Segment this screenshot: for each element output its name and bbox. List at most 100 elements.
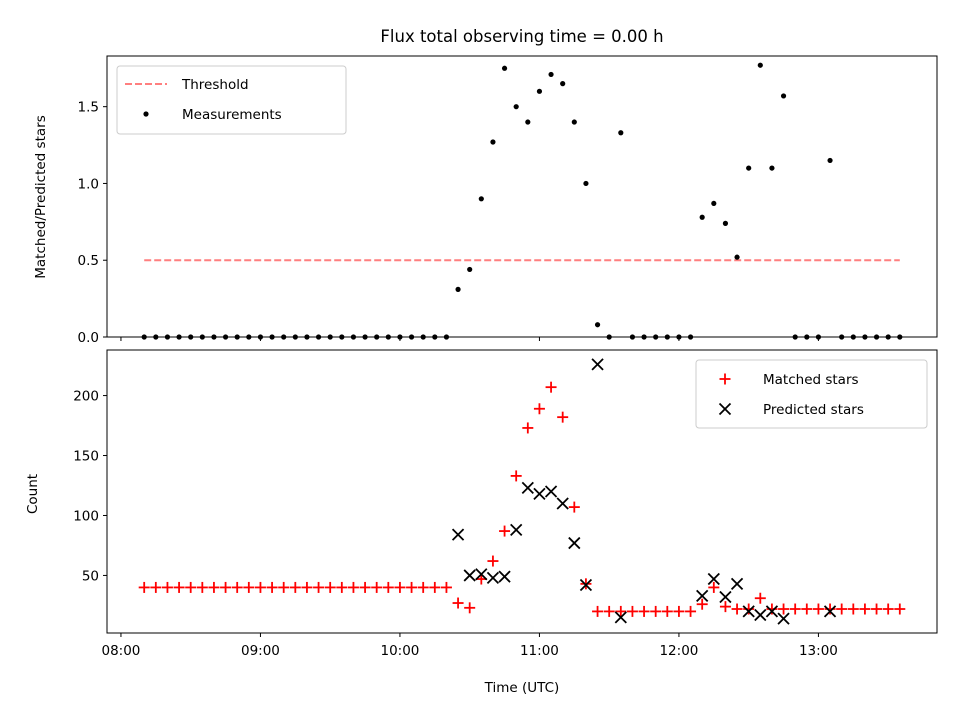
bottom-x-tick-label: 08:00 bbox=[101, 643, 140, 659]
matched-star-point bbox=[150, 581, 162, 593]
top-legend: Threshold Measurements bbox=[116, 65, 347, 135]
matched-star-point bbox=[650, 605, 662, 617]
predicted-star-point bbox=[730, 577, 744, 590]
matched-star-point bbox=[510, 470, 522, 482]
matched-star-point bbox=[394, 581, 406, 593]
matched-star-point bbox=[301, 581, 313, 593]
predicted-star-point bbox=[765, 605, 779, 618]
matched-star-point bbox=[487, 555, 499, 567]
measurement-point bbox=[501, 65, 508, 71]
predicted-star-point bbox=[707, 572, 720, 586]
predicted-star-point bbox=[579, 578, 593, 592]
matched-star-point bbox=[382, 581, 394, 593]
bottom-x-axis-label: Time (UTC) bbox=[484, 680, 560, 696]
predicted-star-point bbox=[521, 481, 534, 495]
matched-star-point bbox=[173, 581, 185, 593]
matched-star-point bbox=[719, 601, 731, 613]
bottom-x-tick-label: 10:00 bbox=[380, 643, 419, 659]
matched-star-point bbox=[731, 603, 743, 615]
measurement-point bbox=[769, 165, 775, 171]
matched-star-point bbox=[452, 597, 464, 609]
matched-star-point bbox=[661, 605, 673, 617]
matched-star-point bbox=[243, 581, 255, 593]
matched-star-point bbox=[533, 403, 545, 415]
matched-star-point bbox=[778, 603, 790, 615]
measurement-point bbox=[583, 180, 589, 187]
matched-star-point bbox=[789, 603, 801, 615]
matched-star-point bbox=[847, 603, 859, 615]
bottom-y-tick-label: 200 bbox=[73, 389, 99, 405]
matched-star-point bbox=[324, 581, 336, 593]
bottom-legend: Matched stars Predicted stars bbox=[695, 359, 928, 429]
matched-legend-label: Matched stars bbox=[763, 372, 859, 388]
top-y-tick-label: 0.5 bbox=[78, 253, 99, 269]
matched-star-point bbox=[859, 603, 871, 615]
matched-star-point bbox=[371, 581, 383, 593]
measurements-legend-swatch bbox=[143, 111, 149, 117]
matched-star-point bbox=[429, 581, 441, 593]
matched-star-point bbox=[161, 581, 173, 593]
measurements-legend-label: Measurements bbox=[182, 107, 282, 123]
top-y-tick-label: 0.0 bbox=[78, 330, 99, 346]
measurement-point bbox=[525, 119, 531, 125]
predicted-star-point bbox=[498, 570, 511, 583]
predicted-star-point bbox=[696, 589, 709, 602]
bottom-y-tick-label: 100 bbox=[73, 508, 99, 524]
measurement-point bbox=[536, 88, 543, 94]
measurement-point bbox=[827, 157, 833, 164]
measurement-point bbox=[594, 322, 601, 328]
measurement-point bbox=[699, 214, 705, 220]
matched-star-point bbox=[638, 605, 650, 617]
matched-star-point bbox=[871, 603, 883, 615]
matched-star-point bbox=[185, 581, 197, 593]
measurement-point bbox=[513, 104, 519, 110]
matched-star-point bbox=[568, 501, 580, 513]
measurement-point bbox=[711, 200, 717, 207]
matched-star-point bbox=[138, 581, 150, 593]
predicted-star-point bbox=[556, 497, 569, 510]
predicted-star-point bbox=[742, 605, 755, 618]
matched-star-point bbox=[464, 602, 476, 614]
matched-legend-swatch bbox=[719, 373, 731, 385]
predicted-legend-label: Predicted stars bbox=[763, 402, 864, 418]
matched-star-point bbox=[545, 381, 557, 393]
bottom-x-tick-label: 11:00 bbox=[520, 643, 559, 659]
measurement-point bbox=[734, 254, 740, 260]
matched-star-point bbox=[603, 605, 615, 617]
measurement-point bbox=[757, 62, 763, 68]
matched-star-point bbox=[499, 525, 511, 537]
matched-star-point bbox=[685, 605, 697, 617]
matched-star-point bbox=[266, 581, 278, 593]
bottom-y-tick-label: 150 bbox=[73, 449, 99, 465]
count-panel: Count Time (UTC) 50 100 150 200 08:00 09:00 10… bbox=[25, 349, 938, 696]
matched-star-point bbox=[522, 422, 534, 434]
top-y-axis-label: Matched/Predicted stars bbox=[33, 115, 49, 278]
matched-star-point bbox=[231, 581, 243, 593]
predicted-star-point bbox=[754, 608, 767, 622]
predicted-star-point bbox=[591, 358, 604, 371]
matched-star-point bbox=[812, 603, 824, 615]
predicted-star-point bbox=[533, 487, 546, 501]
predicted-legend-swatch bbox=[718, 402, 732, 416]
matched-star-point bbox=[220, 581, 232, 593]
matched-star-point bbox=[615, 605, 627, 617]
predicted-star-point bbox=[823, 605, 837, 618]
measurement-point bbox=[618, 130, 624, 136]
measurement-point bbox=[746, 165, 752, 171]
matched-star-point bbox=[336, 581, 348, 593]
matched-star-point bbox=[626, 605, 638, 617]
predicted-star-point bbox=[719, 590, 732, 604]
matched-star-point bbox=[696, 598, 708, 610]
top-y-tick-label: 1.0 bbox=[78, 176, 99, 192]
matched-star-point bbox=[557, 411, 569, 423]
matched-star-point bbox=[254, 581, 266, 593]
measurement-point bbox=[478, 196, 484, 202]
chart-title: Flux total observing time = 0.00 h bbox=[380, 27, 663, 46]
threshold-legend-label: Threshold bbox=[181, 77, 249, 93]
predicted-star-point bbox=[463, 569, 476, 582]
bottom-y-axis-label: Count bbox=[25, 474, 41, 514]
matched-star-point bbox=[278, 581, 290, 593]
matched-star-point bbox=[836, 603, 848, 615]
bottom-plot-frame bbox=[106, 349, 938, 634]
